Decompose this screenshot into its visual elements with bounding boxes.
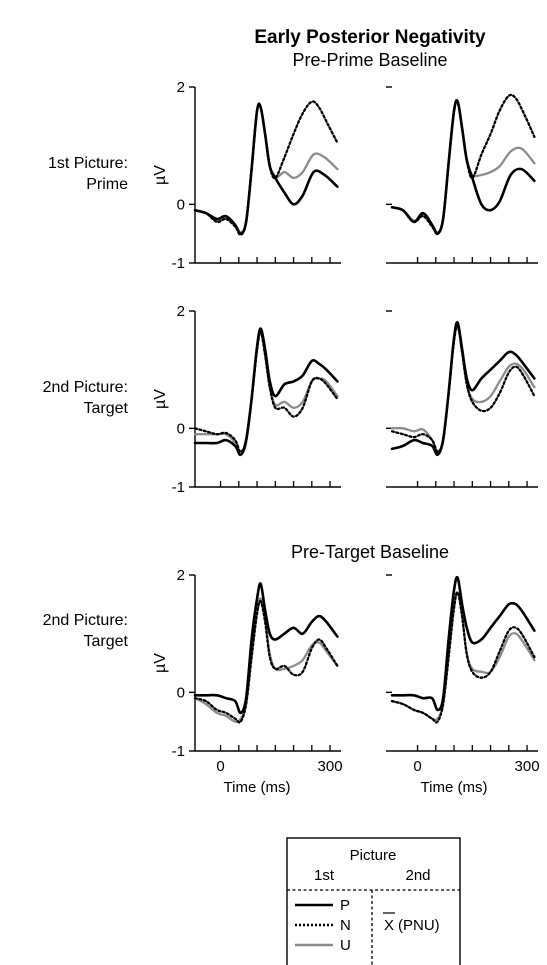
series-U-r1c1 [195,104,337,233]
series-N-r1c1 [195,102,337,235]
legend: Picture 1st 2nd P N U X (PNU) [287,838,460,965]
y-tick-label-r1c1-0: 0 [177,196,185,213]
legend-col-1st: 1st [314,867,335,884]
section-title-pre-prime: Pre-Prime Baseline [292,50,447,70]
row3-label-line2: Target [84,633,129,650]
row3-label-line1: 2nd Picture: [43,612,128,629]
section-title-pre-target: Pre-Target Baseline [291,542,449,562]
legend-title: Picture [350,847,397,864]
series-P-r3c2 [392,577,534,710]
x-tick-label-r3c2-0: 0 [413,758,421,775]
legend-label-p: P [340,897,350,914]
y-tick-label-r3c1--1: -1 [172,743,185,760]
x-tick-label-r3c1-300: 300 [318,758,343,775]
legend-mean-suffix: (PNU) [398,917,440,934]
legend-mean-symbol: X [384,917,394,934]
legend-label-u: U [340,937,351,954]
series-P-r2c2 [392,322,534,454]
legend-col-2nd: 2nd [405,867,430,884]
series-P-r1c1 [195,104,337,234]
y-axis-label-r3c1: µV [152,653,169,673]
x-tick-label-r3c1-0: 0 [216,758,224,775]
series-P-r3c1 [195,583,337,712]
x-axis-label-r3c2: Time (ms) [421,779,488,796]
y-tick-label-r2c1-2: 2 [177,303,185,320]
series-U-r1c2 [392,100,534,232]
series-U-r2c2 [392,325,534,452]
y-tick-label-r2c1--1: -1 [172,479,185,496]
panel-r2c2 [386,311,538,487]
row1-label-line2: Prime [86,176,128,193]
y-tick-label-r3c1-0: 0 [177,684,185,701]
row2-label-line2: Target [84,400,129,417]
y-axis-label-r2c1: µV [152,389,169,409]
panel-r2c1: 2 0 -1 µV [152,303,341,496]
legend-label-n: N [340,917,351,934]
panel-r1c2 [386,87,538,263]
row2-label-line1: 2nd Picture: [43,379,128,396]
series-P-r2c1 [195,329,337,455]
x-axis-label-r3c1: Time (ms) [224,779,291,796]
panel-r3c1: 2 0 -1 µV 0 300 Time (ms) [152,567,343,796]
y-tick-label-r3c1-2: 2 [177,567,185,584]
x-tick-label-r3c2-300: 300 [515,758,540,775]
series-P-r1c2 [392,100,534,233]
y-axis-label-r1c1: µV [152,165,169,185]
panel-r3c2: 0 300 Time (ms) [386,575,540,796]
series-N-r1c2 [392,95,534,234]
y-tick-label-r2c1-0: 0 [177,420,185,437]
row1-label-line1: 1st Picture: [48,155,128,172]
series-N-r2c2 [392,325,534,452]
figure-title: Early Posterior Negativity [254,27,486,48]
y-tick-label-r1c1--1: -1 [172,255,185,272]
panel-r1c1: 2 0 -1 µV [152,79,341,272]
y-tick-label-r1c1-2: 2 [177,79,185,96]
